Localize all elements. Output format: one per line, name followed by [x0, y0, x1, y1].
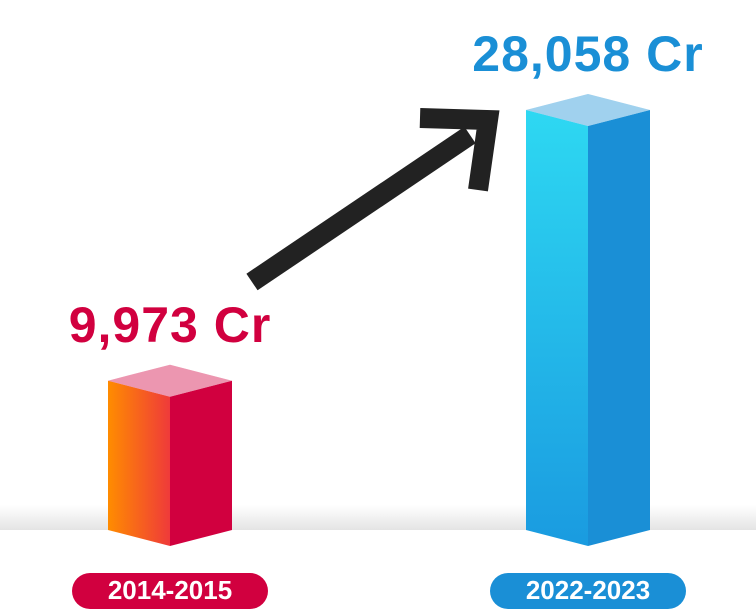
bar: [108, 364, 232, 546]
bar-top-highlight: [526, 94, 650, 126]
bar: [526, 94, 650, 546]
category-label: 2022-2023: [526, 575, 650, 605]
growth-arrow: [246, 108, 500, 291]
category-label: 2014-2015: [108, 575, 232, 605]
bar-right-face: [170, 380, 232, 546]
bar-top: [108, 364, 232, 397]
value-label: 9,973 Cr: [69, 297, 272, 353]
bar-left-face: [108, 380, 170, 546]
category-pill: [72, 573, 268, 609]
bar-top: [526, 94, 650, 126]
bar-right-face: [588, 110, 650, 546]
category-pill: [490, 573, 686, 609]
value-label: 28,058 Cr: [472, 26, 703, 82]
bar-left-face: [526, 110, 588, 546]
bar-top-highlight: [108, 364, 232, 397]
